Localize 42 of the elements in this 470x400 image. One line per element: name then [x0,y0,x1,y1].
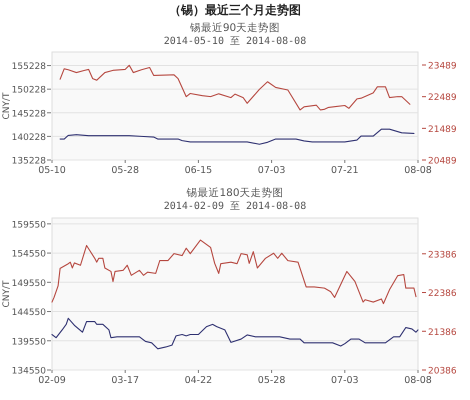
line-series [51,318,419,350]
chart-title: 锡最近90天走势图 [188,21,280,34]
y-tick-label: 150228 [12,86,46,96]
y2-tick-label: 22386 [428,289,457,300]
y-tick-label: 135228 [12,156,46,166]
y-tick-label: 134550 [12,366,46,376]
y-axis-title: CNY/T [2,92,12,120]
x-tick-label: 05-28 [258,375,286,386]
y-tick-label: 149550 [12,278,46,289]
text: （锡）最近三个月走势图 [169,3,301,17]
x-tick-label: 08-08 [404,165,432,176]
x-tick-label: 07-21 [330,165,359,176]
line-series [60,64,410,110]
y-tick-label: 155228 [12,62,46,72]
y-tick-label: 140228 [12,132,46,143]
y2-tick-label: 20386 [428,366,457,376]
chart-title: 锡最近180天走势图 [185,186,284,199]
y-tick-label: 139550 [12,337,46,348]
line-series [51,240,417,304]
y-tick-label: 144550 [12,308,46,318]
x-tick-label: 03-17 [111,375,140,386]
x-tick-label: 05-10 [38,165,66,176]
x-tick-label: 07-03 [258,165,286,176]
y-tick-label: 159550 [12,220,46,230]
x-tick-label: 08-08 [404,375,432,386]
y2-tick-label: 23386 [428,250,457,260]
x-tick-label: 06-15 [184,165,212,176]
chart-subtitle: 2014-02-09 至 2014-08-08 [164,201,306,212]
y2-tick-label: 21489 [428,124,457,135]
x-tick-label: 02-09 [38,375,66,386]
y-tick-label: 145228 [12,109,46,120]
y2-tick-label: 22489 [428,93,457,104]
y2-tick-label: 21386 [428,328,457,338]
y2-tick-label: 23489 [428,62,457,72]
y-tick-label: 154550 [12,250,46,260]
line-series [60,128,414,145]
y-axis-title: CNY/T [2,280,12,308]
x-tick-label: 05-28 [111,165,140,176]
x-tick-label: 07-03 [330,375,359,386]
chart-subtitle: 2014-05-10 至 2014-08-08 [164,36,306,47]
x-tick-label: 04-22 [184,375,212,386]
y2-tick-label: 20489 [428,156,457,166]
